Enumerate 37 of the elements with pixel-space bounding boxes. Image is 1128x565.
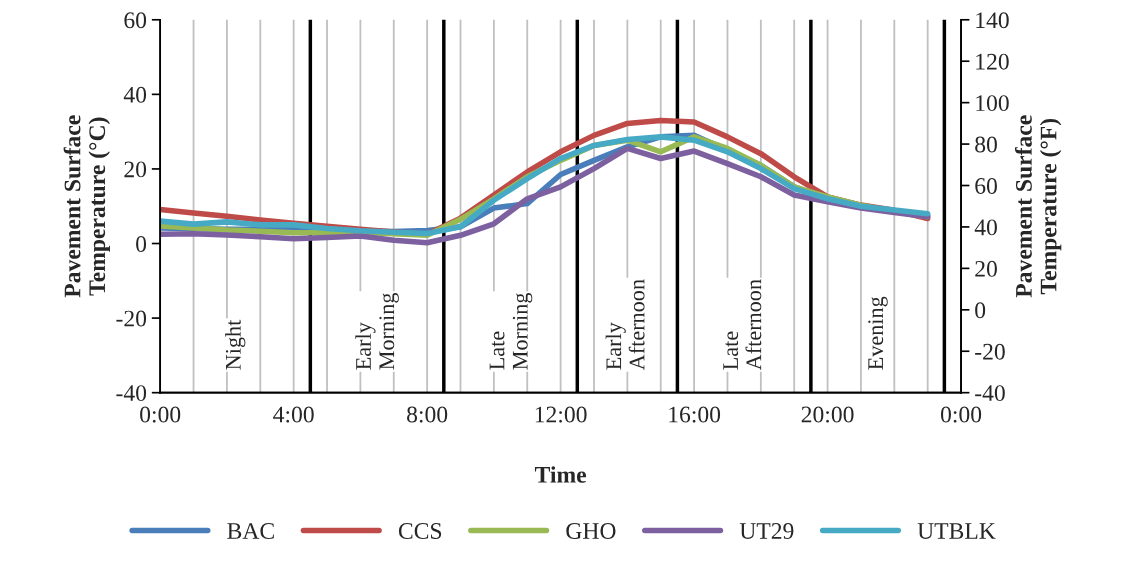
annotation: Late Afternoon bbox=[723, 279, 762, 371]
annotation: Night bbox=[225, 319, 246, 370]
y2-tick-label: 20 bbox=[975, 260, 997, 277]
y-tick-label: 0 bbox=[136, 236, 147, 252]
annotation: Early Afternoon bbox=[605, 279, 645, 371]
y2-tick-label: 0 bbox=[975, 302, 986, 319]
y2-axis-title: Pavement Surface Temperature (°F) bbox=[1014, 115, 1062, 298]
y2-tick-label: -40 bbox=[975, 385, 1005, 402]
legend-label: BAC bbox=[227, 523, 274, 539]
y2-tick-label: 120 bbox=[976, 53, 1009, 70]
legend-label: UTBLK bbox=[917, 523, 996, 539]
y2-tick-label: 80 bbox=[975, 136, 997, 153]
annotation: Evening bbox=[868, 296, 888, 370]
annotation: Early Morning bbox=[355, 292, 399, 370]
y2-tick-label: 140 bbox=[976, 12, 1009, 29]
y-tick-label: 40 bbox=[123, 86, 147, 103]
x-tick-label: 4:00 bbox=[273, 406, 314, 423]
x-tick-label: 0:00 bbox=[940, 406, 982, 423]
x-tick-label: 12:00 bbox=[535, 406, 587, 423]
legend-label: CCS bbox=[398, 523, 442, 539]
x-tick-label: 0:00 bbox=[140, 406, 181, 423]
legend-label: GHO bbox=[566, 523, 616, 539]
y-tick-label: -40 bbox=[116, 385, 147, 402]
y2-tick-label: 60 bbox=[975, 178, 997, 194]
x-tick-label: 8:00 bbox=[407, 406, 448, 423]
y2-tick-label: 40 bbox=[974, 219, 997, 236]
y2-tick-label: 100 bbox=[976, 95, 1009, 112]
y2-tick-label: -20 bbox=[975, 343, 1005, 360]
x-tick-label: 20:00 bbox=[801, 406, 854, 423]
x-tick-label: 16:00 bbox=[669, 406, 721, 423]
annotation: Late Morning bbox=[489, 292, 533, 370]
y-tick-label: 60 bbox=[124, 12, 147, 29]
legend-label: UT29 bbox=[739, 523, 794, 539]
x-axis-title: Time bbox=[534, 466, 587, 483]
y-axis-title: Pavement Surface Temperature (°C) bbox=[63, 115, 110, 298]
y-tick-label: -20 bbox=[116, 310, 147, 327]
y-tick-label: 20 bbox=[124, 161, 147, 178]
